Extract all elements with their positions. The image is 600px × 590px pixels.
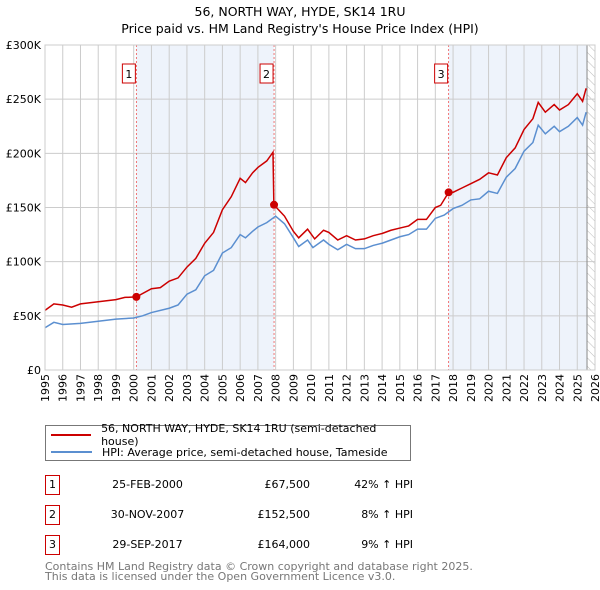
y-tick-label: £0	[27, 364, 41, 377]
x-tick-label: 1995	[39, 374, 52, 402]
sale-price: £164,000	[257, 538, 311, 551]
x-tick-label: 2020	[483, 374, 496, 402]
legend-item-hpi: HPI: Average price, semi-detached house,…	[51, 444, 388, 460]
x-tick-label: 2007	[252, 374, 265, 402]
x-tick-label: 2025	[571, 374, 584, 402]
x-tick-label: 2024	[554, 374, 567, 402]
x-tick-label: 1999	[110, 374, 123, 402]
sale-hpi: 42% ↑ HPI	[354, 478, 413, 491]
sale-label-box	[121, 63, 136, 84]
x-tick-label: 2011	[323, 374, 336, 402]
x-tick-label: 2002	[163, 374, 176, 402]
x-tick-label: 2023	[536, 374, 549, 402]
sale-point	[132, 292, 141, 301]
legend-swatch-red	[51, 434, 92, 436]
y-tick-label: £100K	[6, 256, 42, 269]
sale-date: 30-NOV-2007	[110, 508, 185, 521]
sale-date: 29-SEP-2017	[112, 538, 183, 551]
sale-row: 1 25-FEB-2000 £67,500 42% ↑ HPI	[45, 475, 445, 495]
x-tick-label: 2014	[376, 374, 389, 402]
x-tick-label: 2018	[447, 374, 460, 402]
sale-price: £67,500	[264, 478, 311, 491]
series-line	[44, 111, 587, 329]
legend-label: 56, NORTH WAY, HYDE, SK14 1RU (semi-deta…	[101, 422, 377, 448]
legend-swatch-blue	[51, 451, 92, 453]
x-tick-label: 2013	[358, 374, 371, 402]
y-tick-label: £200K	[6, 147, 42, 160]
sale-point	[444, 188, 453, 197]
sale-hpi: 9% ↑ HPI	[361, 538, 413, 551]
sale-label-box	[259, 63, 274, 84]
sale-row: 3 29-SEP-2017 £164,000 9% ↑ HPI	[45, 535, 445, 555]
y-tick-label: £150K	[6, 202, 42, 215]
x-tick-label: 2004	[199, 374, 212, 402]
y-tick-label: £300K	[6, 39, 42, 52]
x-tick-label: 2021	[500, 374, 513, 402]
x-tick-label: 2003	[181, 374, 194, 402]
chart-title: 56, NORTH WAY, HYDE, SK14 1RU	[194, 4, 406, 19]
x-tick-label: 2017	[429, 374, 442, 402]
sale-point	[270, 200, 279, 209]
x-tick-label: 2005	[216, 374, 229, 402]
y-tick-label: £50K	[13, 310, 42, 323]
x-tick-label: 2010	[305, 374, 318, 402]
x-tick-label: 1998	[92, 374, 105, 402]
x-tick-label: 2001	[145, 374, 158, 402]
sale-date: 25-FEB-2000	[112, 478, 183, 491]
x-tick-label: 2022	[518, 374, 531, 402]
chart-subtitle: Price paid vs. HM Land Registry's House …	[121, 21, 479, 36]
footer-licence: This data is licensed under the Open Gov…	[45, 570, 396, 583]
x-tick-label: 2008	[270, 374, 283, 402]
x-tick-label: 1996	[57, 374, 70, 402]
x-tick-label: 2015	[394, 374, 407, 402]
x-tick-label: 2019	[465, 374, 478, 402]
x-tick-label: 2026	[589, 374, 600, 402]
x-tick-label: 2009	[287, 374, 300, 402]
sale-label: 3	[438, 68, 445, 81]
y-tick-label: £250K	[6, 93, 42, 106]
legend: 56, NORTH WAY, HYDE, SK14 1RU (semi-deta…	[45, 422, 411, 461]
legend-label: HPI: Average price, semi-detached house,…	[102, 445, 388, 459]
legend-item-property: 56, NORTH WAY, HYDE, SK14 1RU (semi-deta…	[51, 422, 410, 448]
plot-frame	[44, 44, 596, 371]
sale-hpi: 8% ↑ HPI	[361, 508, 413, 521]
sale-marker-box: 2	[45, 505, 60, 525]
x-tick-label: 2012	[341, 374, 354, 402]
footer-copyright: Contains HM Land Registry data © Crown c…	[45, 560, 473, 573]
x-tick-label: 2000	[128, 374, 141, 402]
sale-row: 2 30-NOV-2007 £152,500 8% ↑ HPI	[45, 505, 445, 525]
sale-label: 2	[263, 68, 270, 81]
sale-marker-box: 1	[45, 475, 60, 495]
sale-price: £152,500	[257, 508, 311, 521]
sale-label: 1	[125, 68, 132, 81]
series-line	[44, 88, 587, 312]
sale-label-box	[434, 63, 449, 84]
x-tick-label: 2006	[234, 374, 247, 402]
price-chart: 1995 1996 1997 1998 1999 2000 2001 2002 2003 2004…	[6, 39, 600, 402]
sale-marker-box: 3	[45, 535, 60, 555]
x-tick-label: 1997	[74, 374, 87, 402]
x-tick-label: 2016	[412, 374, 425, 402]
